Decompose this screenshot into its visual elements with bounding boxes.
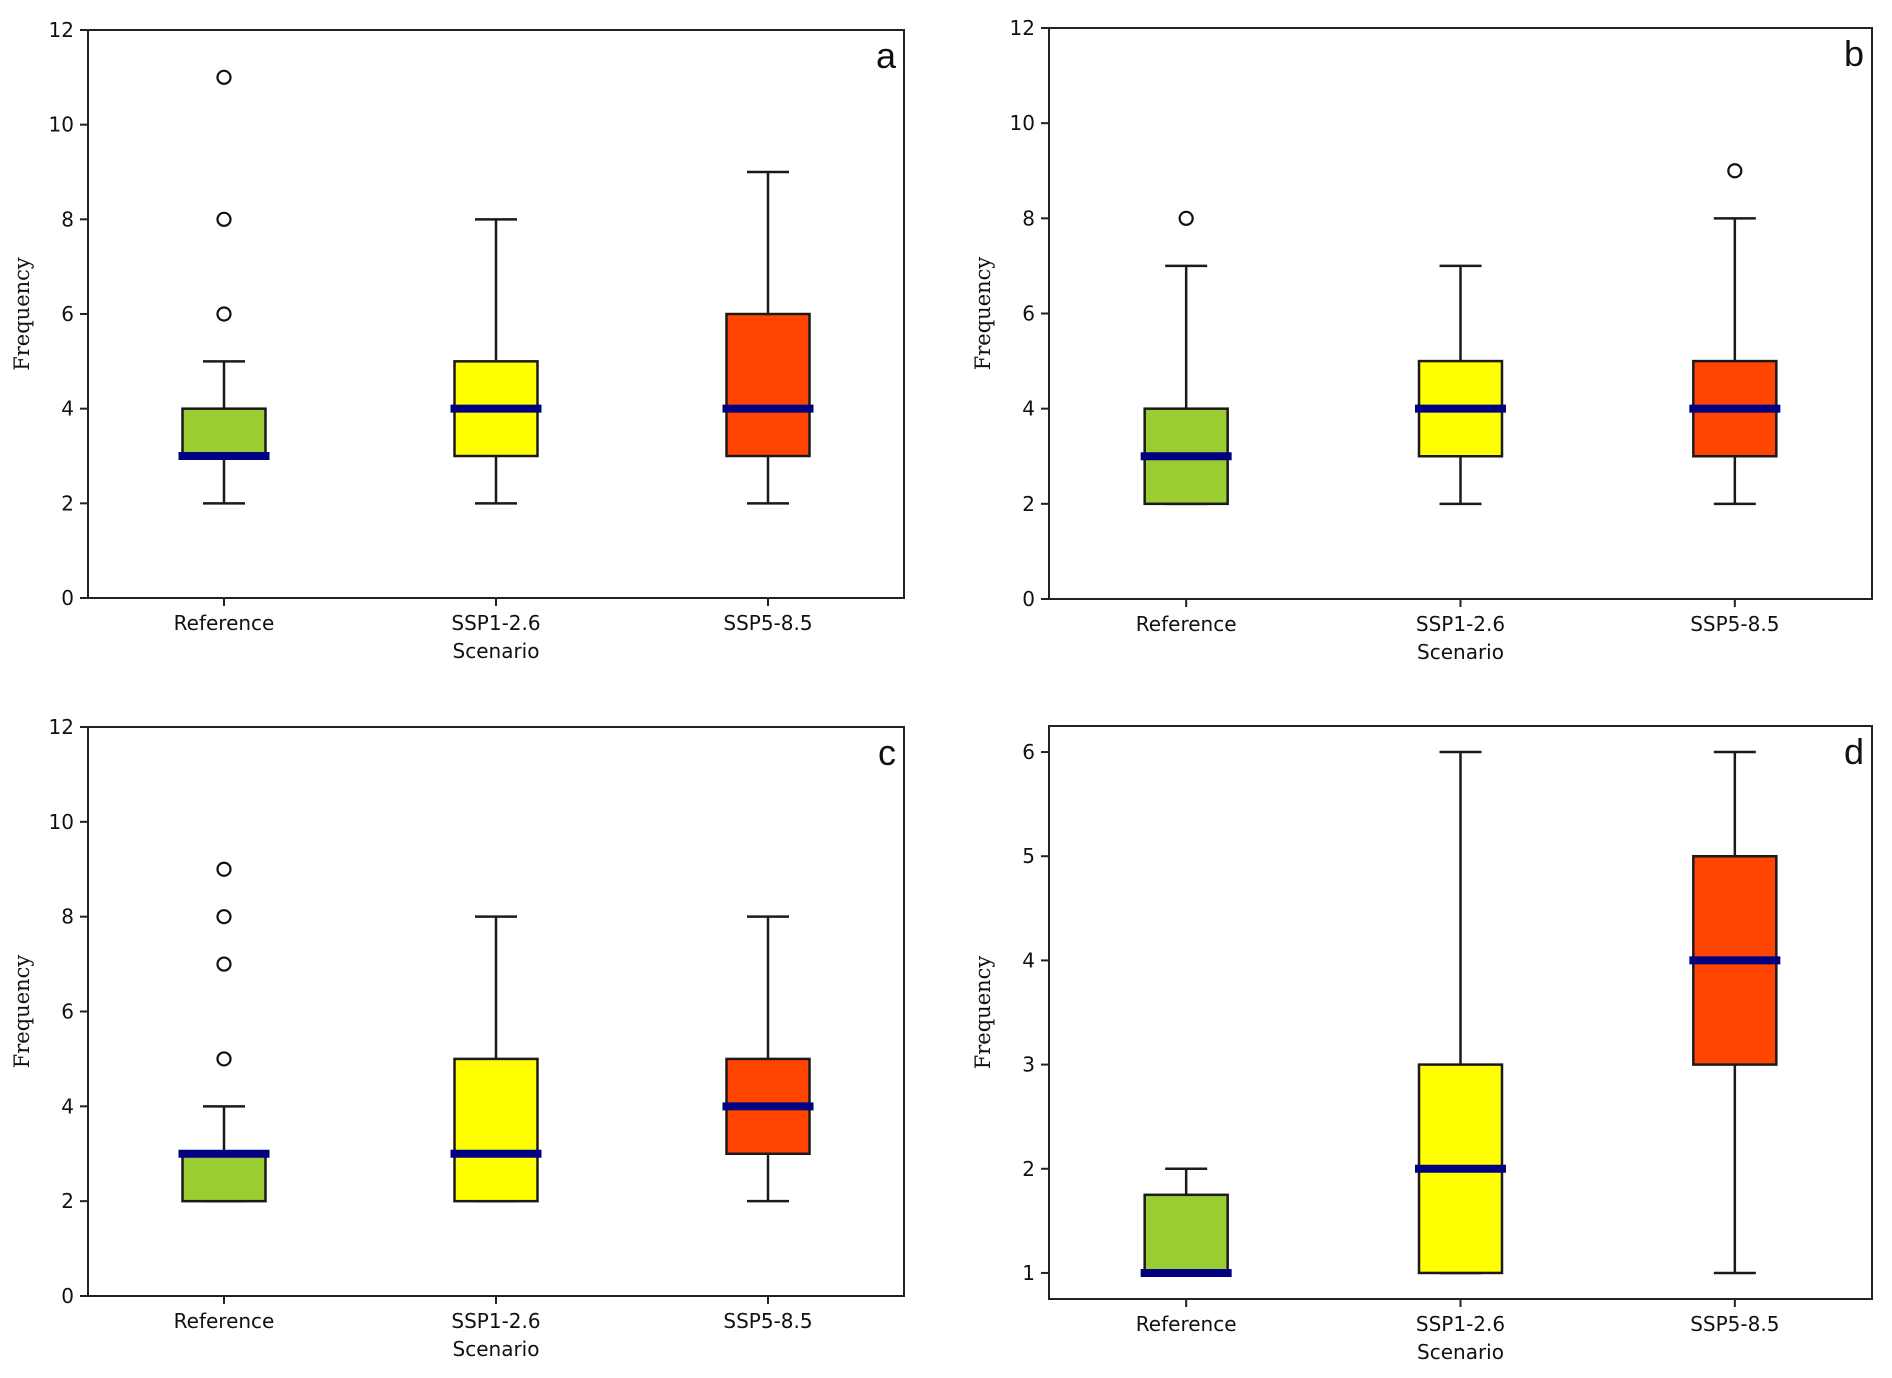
x-tick-label: Reference xyxy=(174,611,275,635)
y-tick-label: 1 xyxy=(1022,1261,1035,1285)
y-tick-label: 0 xyxy=(61,1284,74,1308)
outlier-point xyxy=(216,69,232,85)
panel-label: d xyxy=(1844,731,1864,772)
box-reference xyxy=(178,861,270,1203)
x-tick-label: SSP1-2.6 xyxy=(451,1309,540,1333)
box-ssp5-8-5 xyxy=(1689,163,1781,506)
box-reference xyxy=(1140,210,1232,506)
x-tick-label: Reference xyxy=(1136,612,1237,636)
y-tick-label: 10 xyxy=(49,810,74,834)
panel-label: b xyxy=(1844,33,1864,74)
y-tick-label: 8 xyxy=(61,207,74,231)
outlier-point xyxy=(1727,163,1743,179)
panel-c: 0 2 4 6 8 10 12 Reference SSP1-2.6 SSP5-8.5 Scenar… xyxy=(10,715,905,1361)
y-tick-label: 10 xyxy=(49,113,74,137)
y-tick-label: 12 xyxy=(1010,16,1035,40)
y-tick-label: 4 xyxy=(61,1094,74,1118)
y-tick-label: 2 xyxy=(61,491,74,515)
x-tick-label: SSP1-2.6 xyxy=(451,611,540,635)
box-reference xyxy=(1140,1167,1232,1277)
y-tick-label: 4 xyxy=(1022,397,1035,421)
y-tick-label: 2 xyxy=(61,1189,74,1213)
y-tick-label: 2 xyxy=(1022,1157,1035,1181)
y-tick-label: 0 xyxy=(1022,587,1035,611)
x-axis-title: Scenario xyxy=(1417,640,1504,664)
y-tick-label: 6 xyxy=(61,302,74,326)
y-axis-title: Frequency xyxy=(10,955,34,1069)
y-tick-label: 12 xyxy=(49,715,74,739)
box-ssp5-8-5 xyxy=(722,915,814,1203)
box-ssp5-8-5 xyxy=(1689,750,1781,1275)
y-tick-label: 6 xyxy=(61,1000,74,1024)
outlier-point xyxy=(216,956,232,972)
panel-label: c xyxy=(878,732,896,773)
x-tick-label: SSP5-8.5 xyxy=(723,611,812,635)
iqr-box xyxy=(453,1057,539,1203)
x-tick-label: Reference xyxy=(174,1309,275,1333)
y-tick-label: 4 xyxy=(1022,948,1035,972)
panel-d: 1 2 3 4 5 6 Reference SSP1-2.6 SSP5-8.5 Scenario F… xyxy=(971,725,1873,1364)
box-ssp1-2-6 xyxy=(450,915,542,1203)
y-tick-label: 8 xyxy=(1022,206,1035,230)
y-axis-title: Frequency xyxy=(971,956,995,1070)
y-tick-label: 6 xyxy=(1022,302,1035,326)
box-ssp1-2-6 xyxy=(1415,264,1506,506)
y-axis-title: Frequency xyxy=(971,257,995,371)
box-ssp1-2-6 xyxy=(1415,750,1506,1275)
x-tick-label: SSP5-8.5 xyxy=(1690,612,1779,636)
outlier-point xyxy=(216,1051,232,1067)
iqr-box xyxy=(725,312,811,458)
x-tick-label: SSP5-8.5 xyxy=(1690,1312,1779,1336)
y-tick-label: 10 xyxy=(1010,111,1035,135)
panel-a: 0 2 4 6 8 10 12 Reference SSP1-2.6 SSP5-8.5 Scenar… xyxy=(10,18,905,663)
x-tick-label: SSP5-8.5 xyxy=(723,1309,812,1333)
y-tick-label: 4 xyxy=(61,397,74,421)
y-tick-label: 6 xyxy=(1022,740,1035,764)
panel-b: 0 2 4 6 8 10 12 Reference SSP1-2.6 SSP5-8.5 Scenar… xyxy=(971,16,1873,664)
x-tick-label: SSP1-2.6 xyxy=(1416,1312,1505,1336)
x-axis-title: Scenario xyxy=(453,1337,540,1361)
box-reference xyxy=(178,69,270,505)
outlier-point xyxy=(1178,210,1194,226)
x-tick-label: SSP1-2.6 xyxy=(1416,612,1505,636)
outlier-point xyxy=(216,909,232,925)
panel-label: a xyxy=(876,35,897,76)
x-axis-title: Scenario xyxy=(453,639,540,663)
outlier-point xyxy=(216,306,232,322)
y-tick-label: 5 xyxy=(1022,844,1035,868)
y-tick-label: 2 xyxy=(1022,492,1035,516)
y-tick-label: 0 xyxy=(61,586,74,610)
box-ssp1-2-6 xyxy=(450,218,542,505)
x-tick-label: Reference xyxy=(1136,1312,1237,1336)
x-axis-title: Scenario xyxy=(1417,1340,1504,1364)
iqr-box xyxy=(181,407,267,458)
y-tick-label: 8 xyxy=(61,905,74,929)
y-tick-label: 3 xyxy=(1022,1053,1035,1077)
outlier-point xyxy=(216,211,232,227)
iqr-box xyxy=(181,1152,267,1203)
box-ssp5-8-5 xyxy=(722,170,814,505)
outlier-point xyxy=(216,861,232,877)
y-tick-label: 12 xyxy=(49,18,74,42)
iqr-box xyxy=(1143,1193,1229,1275)
y-axis-title: Frequency xyxy=(10,257,34,371)
